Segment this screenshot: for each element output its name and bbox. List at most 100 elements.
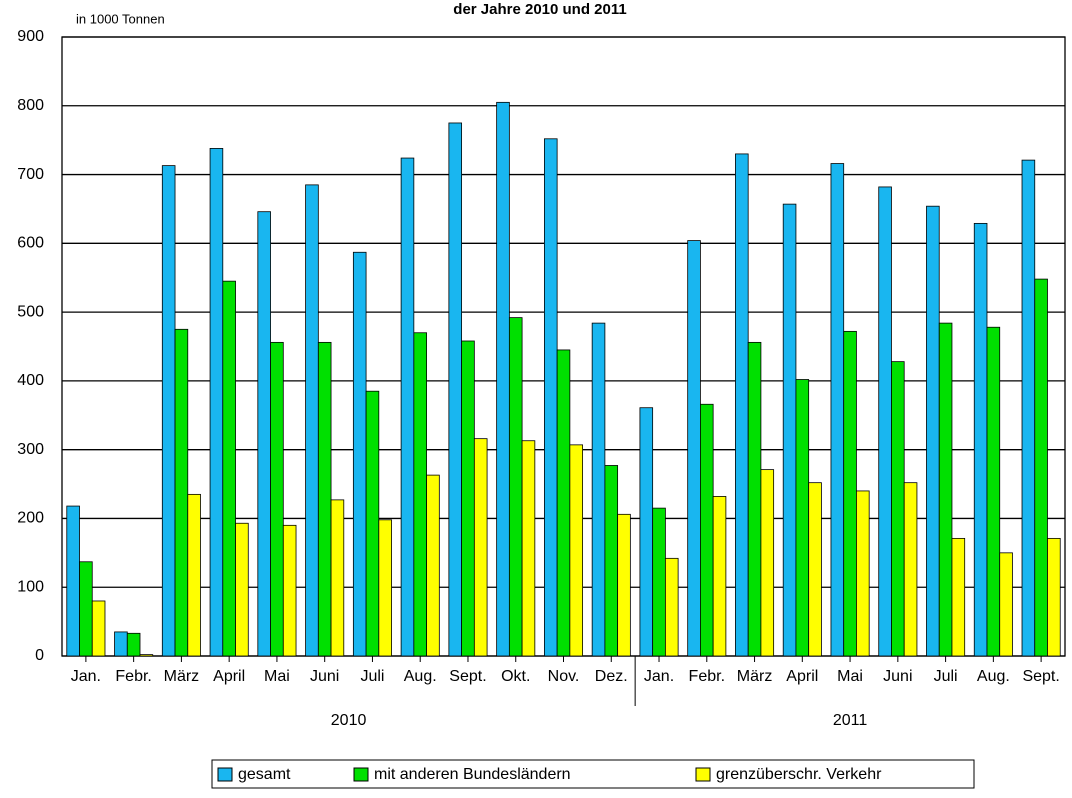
bar [187,493,201,657]
legend-label: mit anderen Bundesländern [374,766,571,783]
bar [856,490,870,657]
bar [209,148,224,657]
x-tick-label: März [164,668,200,685]
bar [782,203,797,657]
x-tick-label: Febr. [115,668,151,685]
bar [878,186,892,657]
x-group-label: 2011 [833,712,868,729]
bar [973,222,988,657]
bar [161,165,176,657]
x-tick-label: Juni [883,668,912,685]
bar [903,482,918,657]
bar [687,240,701,657]
bar [604,465,619,657]
x-tick-label: April [213,668,245,685]
bar [365,390,380,657]
bar [305,184,319,657]
bar [461,340,475,657]
bar [1047,537,1061,657]
bar [591,322,606,657]
x-tick-label: Mai [264,668,290,685]
x-tick-label: Mai [837,668,863,685]
bar [270,341,284,657]
bar [926,205,940,657]
bar [569,444,584,657]
bar [496,101,510,657]
y-axis-label: in 1000 Tonnen [76,11,165,26]
bar [891,361,905,657]
bar [413,332,427,657]
x-tick-label: Nov. [548,668,580,685]
x-tick-label: Juni [310,668,339,685]
x-tick-label: April [786,668,818,685]
bar [986,326,1001,657]
legend-label: gesamt [238,766,291,783]
bar [378,519,392,657]
bar [735,153,749,657]
y-tick-label: 300 [17,441,44,458]
bar [174,328,189,657]
bar [712,496,727,657]
bar [508,317,523,657]
x-tick-label: Febr. [689,668,725,685]
bar [426,474,440,657]
bar [938,322,953,657]
bar [139,654,154,657]
y-tick-label: 900 [17,28,44,45]
x-tick-label: Sept. [1022,668,1059,685]
bar [747,341,762,657]
bar [830,163,845,657]
bar [222,280,236,657]
bar [79,561,93,657]
bar [556,349,571,657]
x-tick-label: Dez. [595,668,628,685]
bar [235,522,249,657]
bar [639,407,654,657]
x-tick-label: Sept. [449,668,486,685]
y-tick-label: 800 [17,97,44,114]
y-tick-label: 100 [17,578,44,595]
y-tick-label: 500 [17,303,44,320]
legend-box [211,759,975,789]
y-tick-label: 400 [17,372,44,389]
bar [66,505,80,657]
legend-swatch [353,767,369,782]
x-tick-label: Aug. [404,668,437,685]
x-tick-label: Jan. [644,668,674,685]
x-group-label: 2010 [331,712,367,729]
bar [448,122,463,657]
bar [795,379,810,657]
bar [473,438,488,657]
bar [126,632,141,657]
legend-swatch [217,767,233,782]
bar [700,403,714,657]
bar [317,341,332,657]
bar [352,251,367,657]
y-tick-label: 600 [17,235,44,252]
chart-title: der Jahre 2010 und 2011 [453,1,626,18]
bar [330,499,345,657]
y-tick-label: 0 [35,647,44,664]
bar [999,552,1013,657]
bar [400,157,415,657]
bar [664,557,679,657]
bar [521,440,536,657]
y-tick-label: 700 [17,166,44,183]
bar [652,507,666,657]
bar [951,537,966,657]
x-tick-label: März [737,668,773,685]
bar [760,469,775,657]
x-tick-label: Aug. [977,668,1010,685]
bar [282,524,297,657]
bar [617,513,631,657]
x-tick-label: Juli [934,668,958,685]
bar [257,211,271,657]
x-tick-label: Juli [360,668,384,685]
bar [114,631,128,657]
x-tick-label: Okt. [501,668,530,685]
bar [1021,159,1036,657]
x-tick-label: Jan. [71,668,101,685]
y-tick-label: 200 [17,510,44,527]
bar [1034,278,1048,657]
bar [91,600,106,657]
